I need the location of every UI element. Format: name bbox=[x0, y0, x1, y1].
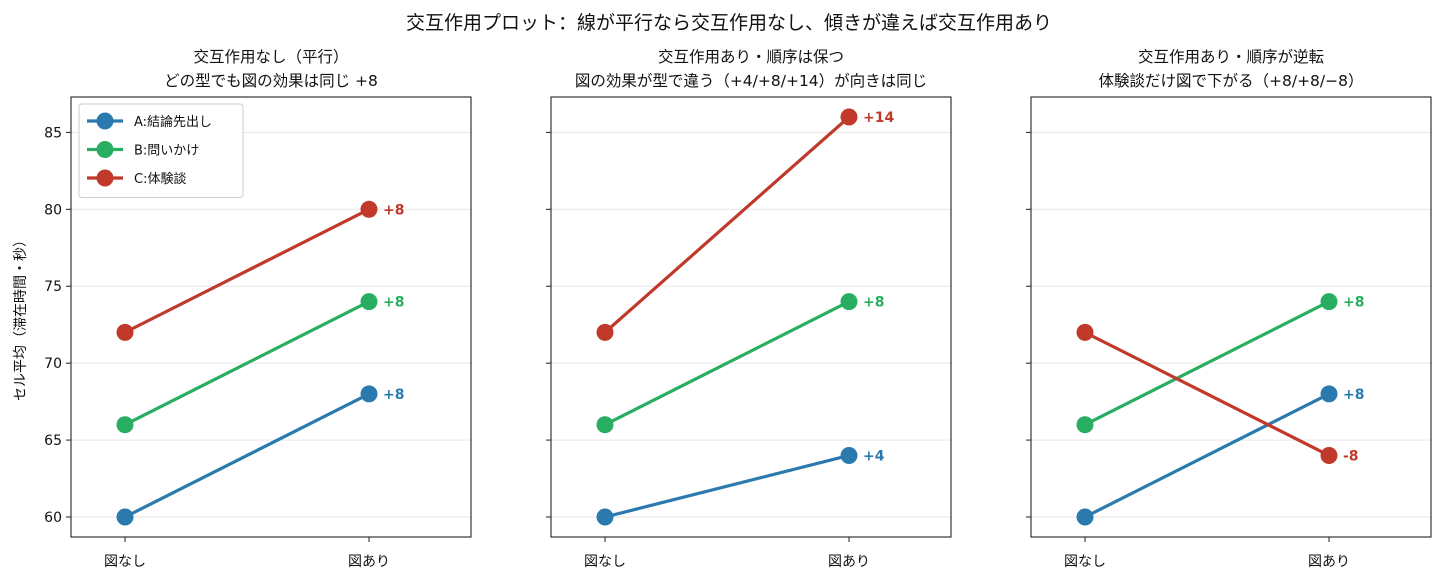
series-line bbox=[123, 392, 371, 519]
legend-box bbox=[78, 103, 244, 198]
data-point bbox=[596, 416, 614, 434]
series-line bbox=[1083, 300, 1331, 427]
legend-marker bbox=[96, 141, 114, 158]
data-label: +8 bbox=[1343, 295, 1364, 311]
x-tick-label: 図なし bbox=[584, 554, 626, 570]
data-point bbox=[596, 323, 614, 341]
y-tick-label: 70 bbox=[44, 356, 62, 372]
data-point bbox=[360, 385, 378, 403]
data-point bbox=[360, 200, 378, 218]
data-label: +14 bbox=[863, 110, 894, 126]
series-3: +14 bbox=[596, 108, 894, 341]
y-tick-label: 75 bbox=[44, 279, 62, 295]
legend-marker bbox=[96, 169, 114, 187]
data-label: +8 bbox=[383, 387, 404, 403]
data-point bbox=[1320, 293, 1338, 311]
series-line bbox=[603, 300, 851, 427]
chart-panel-1: 交互作用なし（平行） どの型でも図の効果は同じ +8 60 65 70 75 80 85 図なし… bbox=[13, 48, 472, 570]
series-1: +4 bbox=[596, 446, 885, 526]
data-point bbox=[840, 446, 858, 464]
series-2: +8 bbox=[116, 293, 404, 434]
data-label: +8 bbox=[383, 295, 404, 311]
data-point bbox=[1076, 416, 1094, 434]
y-tick-label: 80 bbox=[44, 202, 62, 218]
legend-label: A:結論先出し bbox=[134, 114, 212, 130]
panel-title: 交互作用なし（平行） bbox=[193, 48, 348, 66]
series-line bbox=[1083, 392, 1331, 519]
x-tick-label: 図なし bbox=[104, 554, 146, 570]
plot-frame bbox=[1030, 96, 1432, 538]
x-tick-label: 図あり bbox=[828, 554, 870, 570]
legend-item: C:体験談 bbox=[87, 169, 186, 187]
panel-subtitle: 体験談だけ図で下がる（+8/+8/−8） bbox=[1099, 72, 1364, 90]
y-tick-label: 85 bbox=[44, 125, 62, 141]
y-tick-label: 65 bbox=[44, 433, 62, 449]
data-label: -8 bbox=[1343, 448, 1359, 464]
x-tick-label: 図なし bbox=[1064, 554, 1106, 570]
data-point bbox=[1320, 446, 1338, 464]
data-point bbox=[596, 508, 614, 526]
legend-item: B:問いかけ bbox=[87, 141, 199, 159]
plot-frame bbox=[550, 96, 952, 538]
legend: A:結論先出し B:問いかけ C:体験談 bbox=[78, 103, 244, 198]
chart-panels: 交互作用なし（平行） どの型でも図の効果は同じ +8 60 65 70 75 80 85 図なし… bbox=[13, 48, 1432, 570]
data-label: +8 bbox=[1343, 387, 1364, 403]
data-point bbox=[1076, 323, 1094, 341]
series-line bbox=[123, 207, 371, 334]
legend-label: B:問いかけ bbox=[134, 144, 199, 159]
legend-item: A:結論先出し bbox=[87, 112, 212, 130]
data-point bbox=[116, 508, 134, 526]
data-label: +4 bbox=[863, 448, 885, 464]
data-label: +8 bbox=[863, 295, 884, 311]
series-line bbox=[123, 300, 371, 427]
data-point bbox=[116, 323, 134, 341]
data-point bbox=[840, 108, 858, 126]
panel-title: 交互作用あり・順序は保つ bbox=[658, 48, 844, 66]
data-point bbox=[360, 293, 378, 311]
legend-marker bbox=[96, 112, 114, 130]
data-point bbox=[116, 416, 134, 434]
series-line bbox=[603, 453, 851, 519]
y-axis-label: セル平均（滞在時間・秒） bbox=[13, 233, 29, 401]
panel-subtitle: 図の効果が型で違う（+4/+8/+14）が向きは同じ bbox=[575, 72, 927, 90]
series-2: +8 bbox=[1076, 293, 1364, 434]
data-point bbox=[840, 293, 858, 311]
data-point bbox=[1320, 385, 1338, 403]
series-2: +8 bbox=[596, 293, 884, 434]
data-label: +8 bbox=[383, 202, 404, 218]
plot-frame bbox=[70, 96, 472, 538]
legend-label: C:体験談 bbox=[134, 171, 186, 187]
chart-panel-2: 交互作用あり・順序は保つ図の効果が型で違う（+4/+8/+14）が向きは同じ図な… bbox=[546, 48, 952, 570]
panel-subtitle: どの型でも図の効果は同じ +8 bbox=[164, 72, 378, 90]
series-1: +8 bbox=[1076, 385, 1364, 526]
series-line bbox=[1083, 330, 1331, 458]
x-tick-label: 図あり bbox=[1308, 554, 1350, 570]
series-1: +8 bbox=[116, 385, 404, 526]
series-3: +8 bbox=[116, 200, 404, 341]
series-3: -8 bbox=[1076, 323, 1359, 464]
series-line bbox=[603, 115, 851, 334]
data-point bbox=[1076, 508, 1094, 526]
y-tick-label: 60 bbox=[44, 510, 62, 526]
panel-title: 交互作用あり・順序が逆転 bbox=[1138, 48, 1324, 66]
figure-title: 交互作用プロット：線が平行なら交互作用なし、傾きが違えば交互作用あり bbox=[406, 12, 1052, 34]
x-tick-label: 図あり bbox=[348, 554, 390, 570]
